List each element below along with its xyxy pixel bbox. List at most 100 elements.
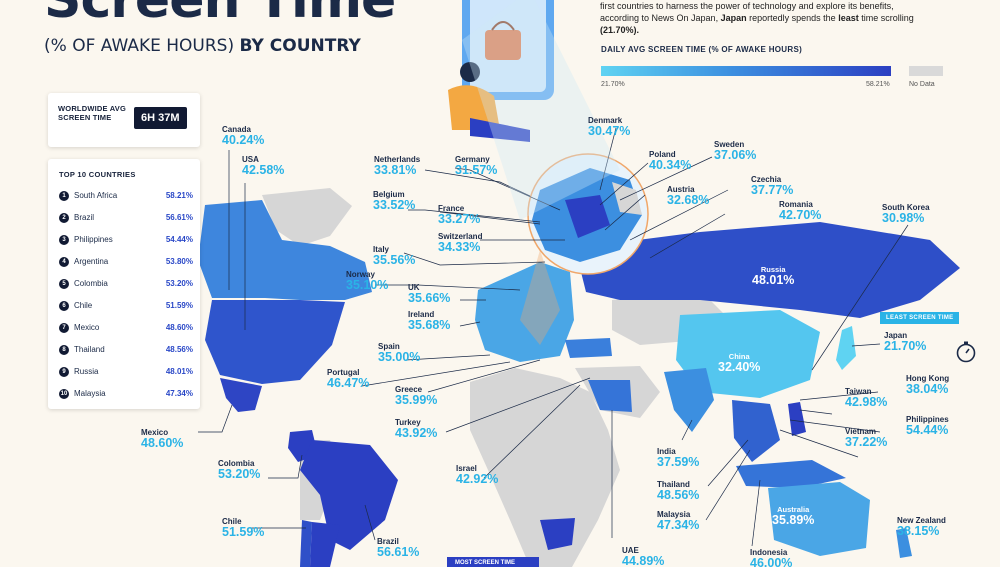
page-subtitle: (% OF AWAKE HOURS) BY COUNTRY (44, 36, 361, 56)
argentina-shape (310, 522, 340, 567)
most-screen-time-tag: MOST SCREEN TIME (447, 557, 539, 567)
usa-shape (205, 300, 345, 384)
label-italy: Italy 35.56% (373, 245, 416, 267)
russia-shape (575, 222, 960, 318)
top10-country: South Africa (74, 191, 118, 200)
label-hong-kong: Hong Kong 38.04% (906, 374, 950, 396)
label-czechia: Czechia 37.77% (751, 175, 794, 197)
southeast-asia-shape (732, 400, 780, 462)
top10-row: 5 Colombia 53.20% (59, 278, 193, 292)
phone-illustration (448, 0, 554, 142)
label-mexico: Mexico 48.60% (141, 428, 184, 450)
label-japan: Japan 21.70% (884, 331, 927, 353)
label-austria: Austria 32.68% (667, 185, 710, 207)
top10-row: 7 Mexico 48.60% (59, 322, 193, 336)
top10-country: Mexico (74, 323, 100, 332)
rank-badge: 10 (59, 389, 69, 399)
europe-shape (475, 262, 574, 362)
label-sweden: Sweden 37.06% (714, 140, 757, 162)
worldwide-avg-label: WORLDWIDE AVG SCREEN TIME (58, 104, 127, 122)
label-norway: Norway 35.10% (346, 270, 389, 292)
arabia-shape (588, 380, 632, 412)
india-shape (664, 368, 714, 432)
intro-text: first countries to harness the power of … (600, 1, 914, 35)
top10-row: 1 South Africa 58.21% (59, 190, 193, 204)
africa-shape (470, 368, 620, 567)
label-ireland: Ireland 35.68% (408, 310, 451, 332)
australia-shape (768, 482, 870, 556)
label-france: France 33.27% (438, 204, 481, 226)
top10-value: 54.44% (165, 235, 193, 244)
legend-gradient-bar (601, 66, 891, 76)
label-greece: Greece 35.99% (395, 385, 438, 407)
legend-nodata-label: No Data (909, 81, 935, 88)
top10-value: 53.20% (165, 279, 193, 288)
top10-value: 51.59% (165, 301, 193, 310)
top10-value: 48.01% (165, 367, 193, 376)
greenland-shape (262, 188, 352, 246)
label-denmark: Denmark 30.47% (588, 116, 631, 138)
brazil-shape (300, 440, 398, 550)
canada-shape (198, 200, 372, 300)
rank-badge: 2 (59, 213, 69, 223)
stopwatch-icon (956, 341, 976, 363)
label-malaysia: Malaysia 47.34% (657, 510, 700, 532)
legend-max-label: 58.21% (866, 81, 890, 88)
zoom-connector (520, 250, 560, 345)
top10-row: 2 Brazil 56.61% (59, 212, 193, 226)
top10-country: Argentina (74, 257, 109, 266)
top10-row: 8 Thailand 48.56% (59, 344, 193, 358)
top10-country: Malaysia (74, 389, 106, 398)
top10-card: TOP 10 COUNTRIES 1 South Africa 58.21% 2 Br… (48, 159, 200, 409)
label-india: India 37.59% (657, 447, 700, 469)
new-zealand-shape (896, 528, 912, 558)
label-thailand: Thailand 48.56% (657, 480, 700, 502)
label-brazil: Brazil 56.61% (377, 537, 420, 559)
label-usa: USA 42.58% (242, 155, 285, 177)
rank-badge: 9 (59, 367, 69, 377)
top10-value: 56.61% (165, 213, 193, 222)
label-romania: Romania 42.70% (779, 200, 822, 222)
top10-value: 53.80% (165, 257, 193, 266)
top10-value: 58.21% (165, 191, 193, 200)
label-turkey: Turkey 43.92% (395, 418, 438, 440)
top10-country: Colombia (74, 279, 108, 288)
worldwide-avg-value: 6H 37M (134, 107, 187, 129)
label-uae: UAE 44.89% (622, 546, 665, 567)
philippines-shape (788, 402, 806, 436)
top10-country: Chile (74, 301, 93, 310)
label-israel: Israel 42.92% (456, 464, 499, 486)
top10-row: 3 Philippines 54.44% (59, 234, 193, 248)
chile-shape (300, 520, 312, 567)
label-netherlands: Netherlands 33.81% (374, 155, 421, 177)
label-indonesia: Indonesia 46.00% (750, 548, 793, 567)
rank-badge: 7 (59, 323, 69, 333)
turkey-shape (565, 338, 612, 358)
label-chile: Chile 51.59% (222, 517, 265, 539)
top10-value: 47.34% (165, 389, 193, 398)
top10-country: Philippines (74, 235, 113, 244)
top10-row: 9 Russia 48.01% (59, 366, 193, 380)
worldwide-avg-card: WORLDWIDE AVG SCREEN TIME 6H 37M (48, 93, 200, 147)
top10-country: Brazil (74, 213, 95, 222)
label-portugal: Portugal 46.47% (327, 368, 370, 390)
japan-shape (836, 326, 856, 370)
label-philippines: Philippines 54.44% (906, 415, 949, 437)
top10-title: TOP 10 COUNTRIES (59, 170, 136, 179)
top10-value: 48.60% (165, 323, 193, 332)
page-title: Screen Time (44, 0, 396, 30)
top10-country: Russia (74, 367, 99, 376)
rank-badge: 8 (59, 345, 69, 355)
label-switzerland: Switzerland 34.33% (438, 232, 483, 254)
legend-min-label: 21.70% (601, 81, 625, 88)
label-spain: Spain 35.00% (378, 342, 421, 364)
rank-badge: 5 (59, 279, 69, 289)
label-poland: Poland 40.34% (649, 150, 692, 172)
label-taiwan: Taiwan 42.98% (845, 387, 888, 409)
top10-country: Thailand (74, 345, 105, 354)
rank-badge: 1 (59, 191, 69, 201)
least-screen-time-tag: LEAST SCREEN TIME (880, 312, 960, 324)
rank-badge: 6 (59, 301, 69, 311)
legend-title: DAILY AVG SCREEN TIME (% OF AWAKE HOURS) (601, 45, 803, 54)
indonesia-shape (736, 460, 846, 488)
